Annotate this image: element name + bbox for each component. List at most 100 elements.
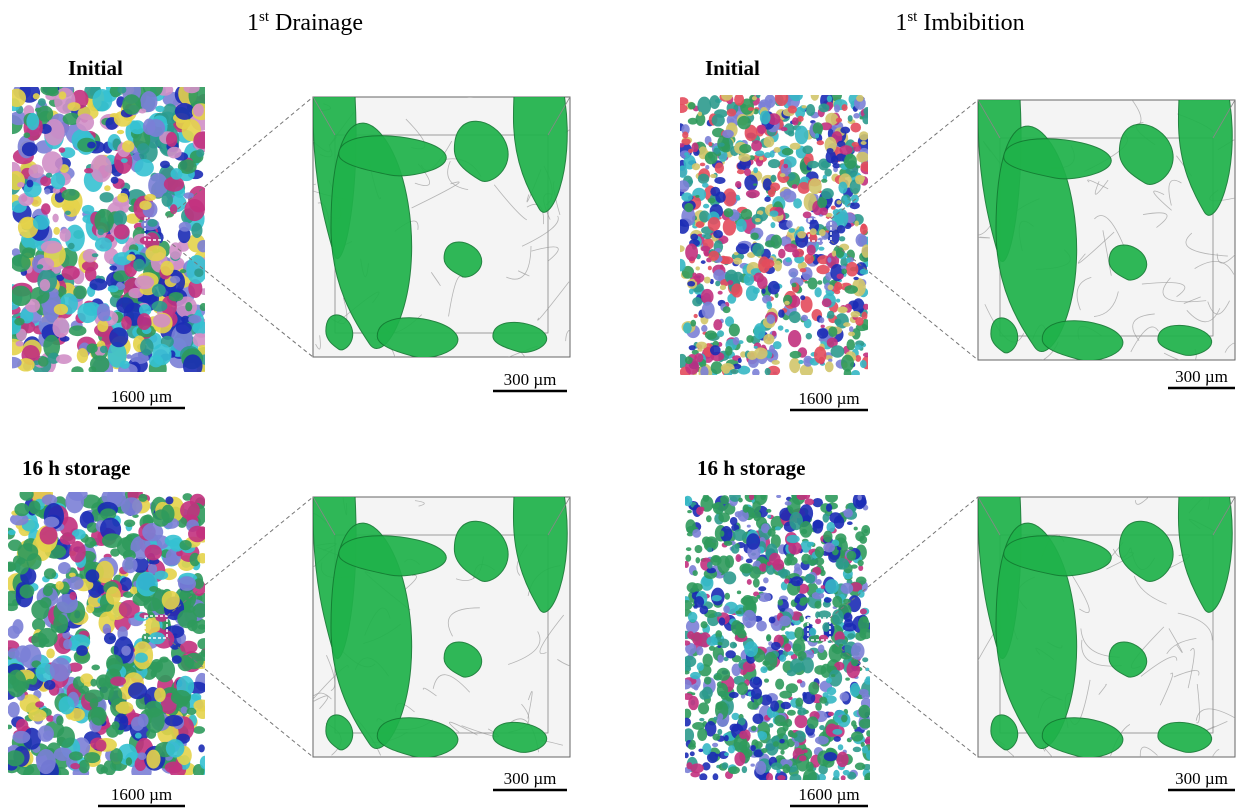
grain [200, 756, 210, 770]
grain [746, 190, 760, 199]
grain [729, 724, 739, 732]
grain [704, 277, 711, 284]
grain [135, 276, 154, 290]
grain [850, 683, 860, 697]
grain [797, 231, 806, 238]
grain [804, 254, 814, 264]
grain [44, 188, 50, 194]
grain [110, 548, 120, 556]
grain [676, 259, 686, 271]
grain [5, 750, 24, 766]
grain [738, 498, 743, 503]
grain [686, 547, 692, 551]
grain [834, 104, 840, 112]
grain [856, 95, 864, 102]
grain [834, 736, 841, 742]
grain [136, 572, 158, 597]
grain [16, 341, 24, 347]
grain [800, 295, 805, 300]
grain [92, 89, 112, 112]
grain [87, 343, 98, 353]
grain [86, 569, 100, 582]
grain [188, 315, 201, 323]
grain [708, 217, 721, 231]
grain [807, 245, 816, 256]
grain [692, 570, 697, 576]
grain [784, 301, 790, 305]
grain [94, 209, 114, 233]
grain [781, 702, 792, 709]
grain [846, 551, 856, 561]
grain [19, 488, 33, 501]
grain [725, 346, 732, 356]
grain [861, 244, 871, 257]
grain [169, 292, 184, 302]
grain [720, 530, 725, 536]
grain [738, 153, 750, 162]
grain [179, 540, 191, 550]
grain [750, 764, 754, 767]
grain [153, 314, 171, 328]
grain [24, 132, 31, 138]
grain [684, 752, 689, 758]
grain [701, 246, 711, 252]
grain [816, 265, 829, 274]
grain [786, 683, 798, 693]
grain [710, 174, 716, 178]
grain [703, 234, 711, 240]
grain [694, 353, 703, 362]
grain [165, 715, 183, 726]
grain [813, 122, 823, 134]
grain [178, 576, 196, 591]
grain [828, 712, 834, 716]
grain [162, 591, 180, 610]
grain [713, 773, 719, 780]
grain [731, 620, 742, 634]
grain [685, 356, 693, 364]
grain [848, 332, 855, 337]
grain [829, 512, 842, 523]
grain [698, 112, 702, 117]
grain [184, 653, 204, 669]
grain [696, 646, 703, 655]
grain [708, 198, 716, 204]
grain [97, 320, 108, 332]
grain [191, 693, 201, 701]
grain [712, 743, 718, 747]
grain [841, 355, 854, 372]
grain [684, 671, 690, 675]
grain [739, 731, 747, 740]
grain [851, 311, 861, 317]
grain [695, 266, 699, 270]
grain [7, 670, 27, 698]
grain [683, 496, 692, 506]
grain [717, 683, 728, 697]
grain [724, 752, 729, 756]
grain [781, 127, 788, 131]
grain [752, 714, 763, 725]
grain [817, 140, 824, 145]
grain [798, 182, 810, 194]
grain [743, 274, 754, 286]
grain [700, 163, 706, 167]
grain [138, 494, 147, 502]
grain [68, 576, 84, 590]
scale-label: 300 µm [1175, 367, 1228, 386]
grain [744, 641, 758, 657]
grain [825, 492, 838, 503]
grain [841, 583, 854, 594]
grain [850, 123, 861, 133]
grain [767, 515, 771, 519]
grain [728, 745, 735, 753]
grain [771, 762, 782, 770]
grain [681, 192, 692, 201]
grain [714, 177, 725, 184]
grain [117, 86, 126, 94]
grain [193, 333, 208, 347]
grain [753, 578, 760, 587]
grain [732, 713, 740, 720]
grain [702, 743, 711, 755]
grain [779, 739, 784, 744]
grain [753, 167, 758, 173]
grain [719, 617, 726, 625]
